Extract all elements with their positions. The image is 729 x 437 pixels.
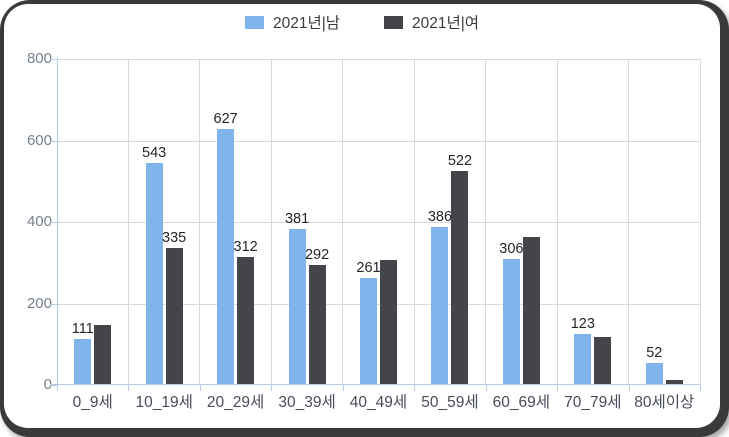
x-axis-category-label: 40_49세 (349, 394, 408, 411)
y-axis-tick-label: 200 (26, 294, 52, 312)
bar-value-label: 52 (646, 344, 663, 361)
x-axis-category-label: 0_9세 (72, 394, 113, 411)
bar-male (217, 128, 235, 384)
gridline-horizontal (57, 303, 700, 305)
bar-female (451, 171, 469, 384)
bar-male (645, 362, 663, 384)
bar-value-label: 261 (356, 259, 381, 276)
y-axis-tick-label: 400 (26, 213, 52, 230)
bar-value-label: 522 (447, 153, 473, 170)
bar-male (360, 277, 377, 384)
bar-female (522, 237, 540, 384)
bar-male (145, 162, 163, 384)
bar-value-label: 627 (213, 110, 238, 127)
bar-female (308, 265, 326, 384)
gridline-horizontal (57, 140, 700, 142)
gridline-vertical (270, 59, 272, 385)
legend-swatch-male-icon (244, 15, 264, 29)
bar-male (288, 228, 306, 384)
x-axis-tick (199, 385, 201, 391)
plot-area: 111 543 335 627 312 381 292 261 386 522 306 123 52 (50, 57, 701, 391)
y-axis-tick (50, 59, 57, 60)
y-axis: 800 600 400 200 0 (10, 4, 52, 428)
x-axis-tick (342, 385, 344, 391)
legend-item-female: 2021년|여 (384, 11, 479, 33)
x-axis-tick (557, 385, 559, 391)
y-axis-tick (50, 385, 57, 386)
gridline-horizontal (57, 222, 700, 223)
y-axis-tick-label: 600 (26, 131, 52, 149)
x-axis-category-label: 60_69세 (492, 394, 551, 411)
x-axis-tick (414, 385, 416, 391)
bar-value-label: 306 (499, 241, 524, 258)
gridline-vertical (556, 59, 558, 385)
bar-female (237, 256, 255, 384)
x-axis-category-label: 80세이상 (634, 394, 695, 411)
x-axis-category-label: 30_39세 (278, 394, 336, 411)
gridline-vertical (413, 59, 415, 385)
x-axis-category-label: 70_79세 (564, 394, 622, 411)
bar-value-label: 292 (304, 247, 330, 264)
x-axis-category-label: 50_59세 (421, 394, 479, 411)
gridline-vertical (127, 59, 129, 385)
y-axis-tick (50, 303, 57, 305)
x-axis-category-label: 10_19세 (135, 394, 193, 411)
bar-female (94, 324, 112, 384)
legend-label-male: 2021년|남 (272, 15, 340, 32)
gridline-vertical (342, 59, 344, 385)
chart-card: 2021년|남 2021년|여 800 600 400 200 0 111 543 335 6… (4, 4, 720, 428)
gridline-vertical (699, 59, 701, 385)
bar-value-label: 335 (162, 229, 187, 246)
bar-value-label: 543 (142, 144, 167, 161)
legend-label-female: 2021년|여 (412, 15, 480, 32)
x-axis-tick (628, 385, 630, 391)
bar-female (594, 337, 612, 384)
y-axis-tick (50, 140, 57, 142)
gridline-vertical (628, 59, 630, 385)
bar-value-label: 111 (71, 320, 94, 337)
x-axis-labels: 0_9세 10_19세 20_29세 30_39세 40_49세 50_59세 60_69세… (57, 390, 700, 412)
bar-value-label: 123 (570, 315, 595, 332)
bar-female (380, 259, 397, 384)
bar-value-label: 381 (284, 210, 310, 227)
chart-legend: 2021년|남 2021년|여 (4, 11, 720, 33)
y-axis-line (57, 57, 58, 385)
x-axis-tick (485, 385, 487, 391)
bar-male (431, 226, 449, 384)
bar-value-label: 312 (233, 238, 258, 255)
x-axis-tick (700, 385, 701, 391)
x-axis-tick (271, 385, 273, 391)
bar-female (165, 247, 183, 384)
x-axis-tick (128, 385, 130, 391)
y-axis-tick-label: 800 (26, 50, 52, 67)
gridline-horizontal (57, 59, 700, 60)
gridline-vertical (199, 59, 201, 385)
bar-male (574, 333, 592, 384)
legend-item-male: 2021년|남 (244, 11, 340, 33)
bar-male (74, 338, 92, 384)
x-axis-line (50, 384, 700, 385)
gridline-vertical (485, 59, 487, 385)
bar-male (502, 259, 520, 384)
bar-value-label: 386 (427, 208, 453, 225)
x-axis-category-label: 20_29세 (206, 394, 265, 411)
legend-swatch-female-icon (384, 15, 403, 29)
y-axis-tick (50, 222, 57, 223)
y-axis-tick-label: 0 (43, 376, 52, 393)
x-axis-tick (57, 385, 58, 391)
bar-female (665, 379, 683, 384)
